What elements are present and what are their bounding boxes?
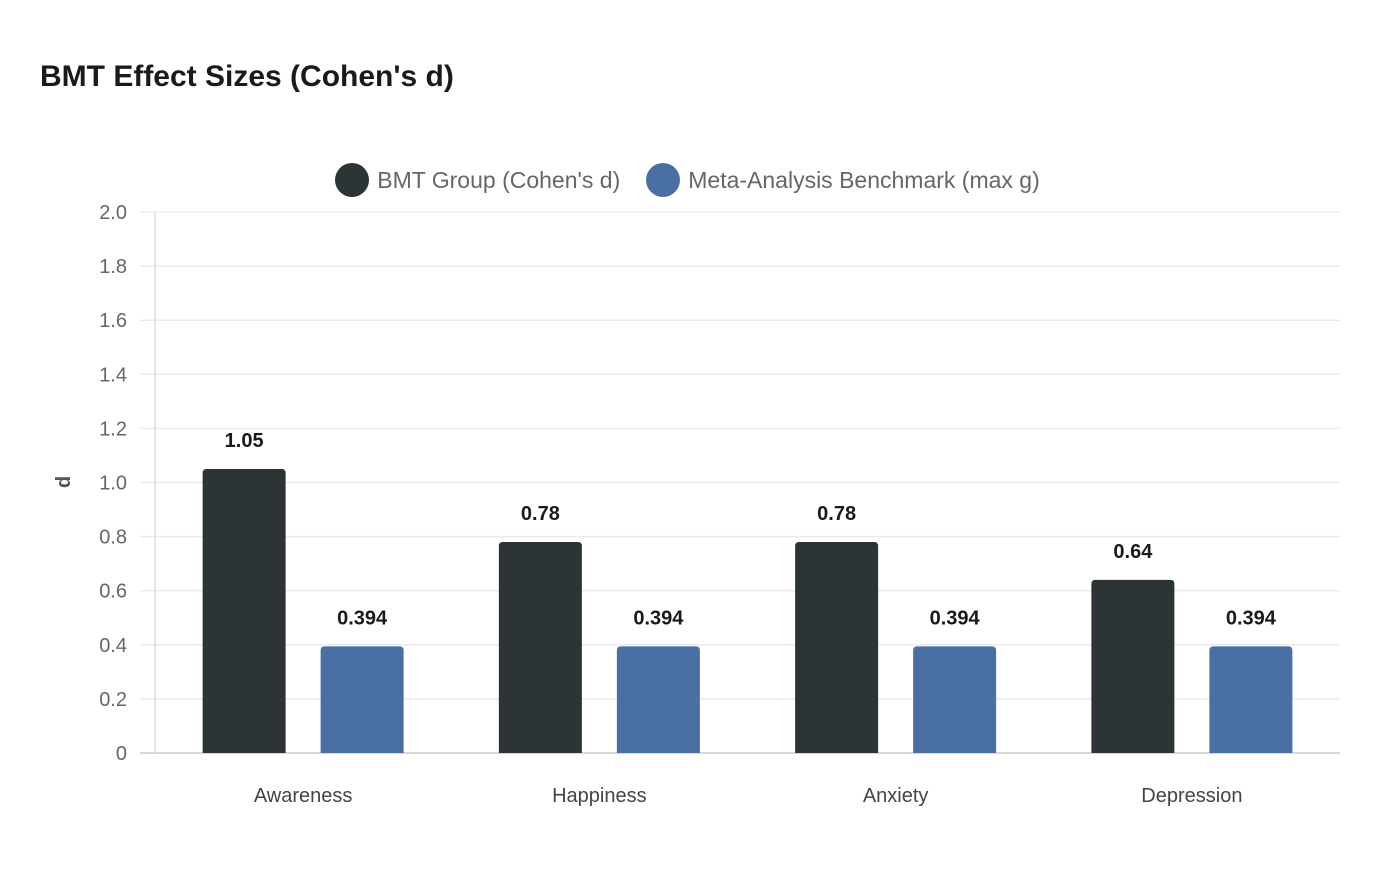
bar-benchmark (616, 646, 700, 753)
legend-item-bmt[interactable]: BMT Group (Cohen's d) (335, 163, 620, 197)
data-label: 0.394 (337, 607, 388, 629)
y-tick-label: 0.2 (99, 689, 127, 711)
x-tick-label: Anxiety (863, 785, 929, 807)
chart-title: BMT Effect Sizes (Cohen's d) (40, 60, 454, 93)
y-tick-label: 2.0 (99, 202, 127, 224)
legend-item-benchmark[interactable]: Meta-Analysis Benchmark (max g) (646, 163, 1040, 197)
y-tick-label: 0 (116, 743, 127, 765)
y-tick-label: 0.4 (99, 635, 127, 657)
y-tick-label: 1.0 (99, 473, 127, 495)
legend-label-benchmark: Meta-Analysis Benchmark (max g) (688, 166, 1040, 193)
bar-benchmark (913, 646, 997, 753)
data-label: 0.78 (817, 503, 856, 525)
y-tick-label: 1.4 (99, 364, 127, 386)
y-tick-label: 1.8 (99, 256, 127, 278)
y-tick-label: 0.8 (99, 527, 127, 549)
legend-label-bmt: BMT Group (Cohen's d) (377, 166, 621, 193)
y-axis-label: d (53, 476, 75, 488)
legend-swatch-bmt (335, 163, 370, 197)
bar-benchmark (1209, 646, 1293, 753)
data-label: 0.78 (521, 503, 560, 525)
bar-bmt (498, 542, 582, 753)
x-tick-label: Awareness (254, 785, 353, 807)
legend: BMT Group (Cohen's d) Meta-Analysis Benc… (0, 163, 1375, 197)
legend-swatch-benchmark (646, 163, 681, 197)
bar-benchmark (320, 646, 404, 753)
bar-bmt (1091, 579, 1175, 753)
data-label: 0.394 (633, 607, 684, 629)
y-tick-label: 1.2 (99, 418, 127, 440)
data-label: 0.64 (1113, 541, 1153, 563)
y-tick-label: 1.6 (99, 310, 127, 332)
bar-bmt (795, 542, 879, 753)
x-tick-label: Happiness (552, 785, 647, 807)
x-tick-label: Depression (1141, 785, 1242, 807)
data-label: 0.394 (930, 607, 981, 629)
data-label: 0.394 (1226, 607, 1277, 629)
y-tick-label: 0.6 (99, 581, 127, 603)
bar-bmt (202, 468, 286, 753)
data-label: 1.05 (225, 430, 264, 452)
